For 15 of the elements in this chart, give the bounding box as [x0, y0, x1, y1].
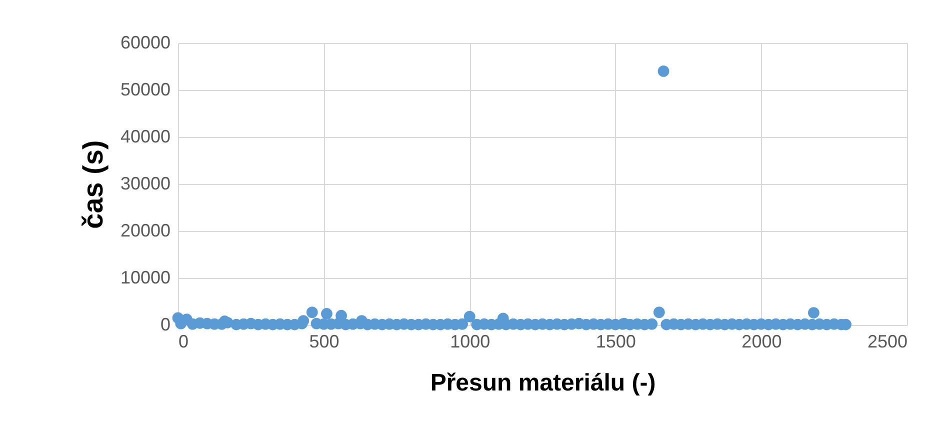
x-tick-label: 1500 — [596, 332, 636, 352]
y-tick-label: 20000 — [120, 220, 170, 240]
x-tick-label: 2000 — [742, 332, 782, 352]
x-axis-title: Přesun materiálu (-) — [430, 370, 656, 396]
y-tick-label: 10000 — [120, 268, 170, 288]
y-tick-label: 40000 — [120, 126, 170, 146]
y-tick-label: 30000 — [120, 174, 170, 194]
x-tick-label: 0 — [178, 332, 189, 352]
y-tick-label: 0 — [160, 314, 170, 334]
y-tick-label: 60000 — [120, 32, 170, 52]
x-tick-label: 1000 — [450, 332, 490, 352]
x-tick-label: 500 — [309, 332, 340, 352]
y-tick-label: 50000 — [120, 80, 170, 100]
y-axis-title: čas (s) — [77, 140, 108, 229]
x-tick-label: 2500 — [867, 332, 908, 352]
